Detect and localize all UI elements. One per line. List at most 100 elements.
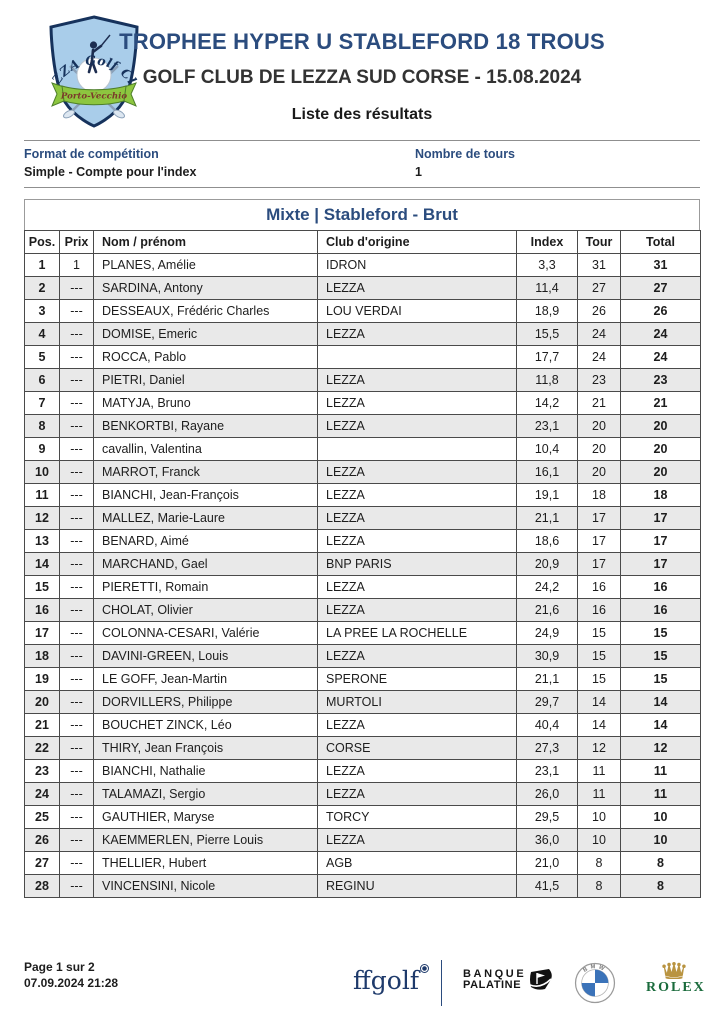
table-row: 21 --- BOUCHET ZINCK, Léo LEZZA 40,4 14 14 xyxy=(24,713,701,737)
cell-pos: 3 xyxy=(24,299,60,323)
cell-index: 21,1 xyxy=(516,667,578,691)
rounds-block: Nombre de tours 1 xyxy=(415,147,515,179)
cell-pos: 4 xyxy=(24,322,60,346)
col-header-prix: Prix xyxy=(59,230,94,254)
cell-total: 20 xyxy=(620,437,701,461)
rolex-crown-icon xyxy=(662,962,686,979)
cell-tour: 24 xyxy=(577,345,621,369)
table-row: 3 --- DESSEAUX, Frédéric Charles LOU VERDAI… xyxy=(24,299,701,323)
col-header-name: Nom / prénom xyxy=(93,230,318,254)
cell-name: BIANCHI, Nathalie xyxy=(93,759,318,783)
table-row: 20 --- DORVILLERS, Philippe MURTOLI 29,7 14 14 xyxy=(24,690,701,714)
cell-total: 20 xyxy=(620,460,701,484)
cell-club: LEZZA xyxy=(317,391,517,415)
cell-prix: --- xyxy=(59,299,94,323)
cell-index: 23,1 xyxy=(516,759,578,783)
cell-club: LEZZA xyxy=(317,644,517,668)
cell-tour: 17 xyxy=(577,529,621,553)
cell-index: 24,9 xyxy=(516,621,578,645)
table-row: 2 --- SARDINA, Antony LEZZA 11,4 27 27 xyxy=(24,276,701,300)
cell-pos: 27 xyxy=(24,851,60,875)
cell-name: cavallin, Valentina xyxy=(93,437,318,461)
cell-pos: 20 xyxy=(24,690,60,714)
table-header-row: Pos. Prix Nom / prénom Club d'origine In… xyxy=(24,230,701,254)
cell-club: LA PREE LA ROCHELLE xyxy=(317,621,517,645)
bmw-letters: BMW xyxy=(582,964,604,974)
cell-total: 10 xyxy=(620,828,701,852)
divider xyxy=(24,140,700,141)
format-block: Format de compétition Simple - Compte po… xyxy=(24,147,196,179)
cell-club: BNP PARIS xyxy=(317,552,517,576)
cell-tour: 20 xyxy=(577,437,621,461)
table-row: 7 --- MATYJA, Bruno LEZZA 14,2 21 21 xyxy=(24,391,701,415)
cell-index: 21,6 xyxy=(516,598,578,622)
format-label: Format de compétition xyxy=(24,147,159,161)
cell-index: 11,4 xyxy=(516,276,578,300)
cell-tour: 24 xyxy=(577,322,621,346)
cell-name: DAVINI-GREEN, Louis xyxy=(93,644,318,668)
cell-index: 21,0 xyxy=(516,851,578,875)
col-header-pos: Pos. xyxy=(24,230,60,254)
cell-total: 24 xyxy=(620,322,701,346)
cell-prix: --- xyxy=(59,322,94,346)
table-row: 22 --- THIRY, Jean François CORSE 27,3 12 12 xyxy=(24,736,701,760)
cell-index: 27,3 xyxy=(516,736,578,760)
cell-name: THELLIER, Hubert xyxy=(93,851,318,875)
cell-total: 31 xyxy=(620,253,701,277)
cell-prix: --- xyxy=(59,782,94,806)
table-row: 13 --- BENARD, Aimé LEZZA 18,6 17 17 xyxy=(24,529,701,553)
svg-text:BMW: BMW xyxy=(582,964,607,974)
divider xyxy=(441,960,442,1006)
table-row: 4 --- DOMISE, Emeric LEZZA 15,5 24 24 xyxy=(24,322,701,346)
results-table: Pos. Prix Nom / prénom Club d'origine In… xyxy=(24,230,701,898)
print-timestamp: 07.09.2024 21:28 xyxy=(24,976,119,990)
cell-pos: 24 xyxy=(24,782,60,806)
cell-name: MALLEZ, Marie-Laure xyxy=(93,506,318,530)
cell-total: 16 xyxy=(620,575,701,599)
cell-total: 15 xyxy=(620,667,701,691)
cell-club: LEZZA xyxy=(317,598,517,622)
col-header-total: Total xyxy=(620,230,701,254)
cell-tour: 8 xyxy=(577,874,621,898)
cell-tour: 16 xyxy=(577,598,621,622)
cell-club: LEZZA xyxy=(317,575,517,599)
cell-name: PLANES, Amélie xyxy=(93,253,318,277)
cell-name: KAEMMERLEN, Pierre Louis xyxy=(93,828,318,852)
cell-index: 18,9 xyxy=(516,299,578,323)
cell-index: 29,5 xyxy=(516,805,578,829)
cell-tour: 14 xyxy=(577,690,621,714)
cell-prix: --- xyxy=(59,460,94,484)
cell-tour: 11 xyxy=(577,782,621,806)
cell-total: 20 xyxy=(620,414,701,438)
cell-name: DOMISE, Emeric xyxy=(93,322,318,346)
cell-name: ROCCA, Pablo xyxy=(93,345,318,369)
table-row: 24 --- TALAMAZI, Sergio LEZZA 26,0 11 11 xyxy=(24,782,701,806)
table-row: 9 --- cavallin, Valentina 10,4 20 20 xyxy=(24,437,701,461)
table-row: 5 --- ROCCA, Pablo 17,7 24 24 xyxy=(24,345,701,369)
cell-tour: 21 xyxy=(577,391,621,415)
event-subtitle: GOLF CLUB DE LEZZA SUD CORSE - 15.08.202… xyxy=(142,67,582,88)
cell-tour: 20 xyxy=(577,460,621,484)
cell-index: 17,7 xyxy=(516,345,578,369)
cell-pos: 17 xyxy=(24,621,60,645)
cell-prix: --- xyxy=(59,506,94,530)
cell-name: VINCENSINI, Nicole xyxy=(93,874,318,898)
cell-club: LEZZA xyxy=(317,529,517,553)
cell-name: DESSEAUX, Frédéric Charles xyxy=(93,299,318,323)
table-row: 11 --- BIANCHI, Jean-François LEZZA 19,1 18 18 xyxy=(24,483,701,507)
rounds-value: 1 xyxy=(415,165,422,179)
cell-name: TALAMAZI, Sergio xyxy=(93,782,318,806)
results-table-body: 1 1 PLANES, Amélie IDRON 3,3 31 31 2 --- SARDINA,… xyxy=(24,253,701,898)
cell-tour: 23 xyxy=(577,368,621,392)
cell-tour: 8 xyxy=(577,851,621,875)
cell-club: REGINU xyxy=(317,874,517,898)
cell-tour: 16 xyxy=(577,575,621,599)
table-row: 18 --- DAVINI-GREEN, Louis LEZZA 30,9 15 15 xyxy=(24,644,701,668)
cell-club: AGB xyxy=(317,851,517,875)
cell-tour: 11 xyxy=(577,759,621,783)
cell-pos: 16 xyxy=(24,598,60,622)
logo-ribbon: Porto-Vecchio xyxy=(51,82,137,107)
cell-club xyxy=(317,437,517,461)
cell-total: 15 xyxy=(620,621,701,645)
cell-total: 11 xyxy=(620,782,701,806)
